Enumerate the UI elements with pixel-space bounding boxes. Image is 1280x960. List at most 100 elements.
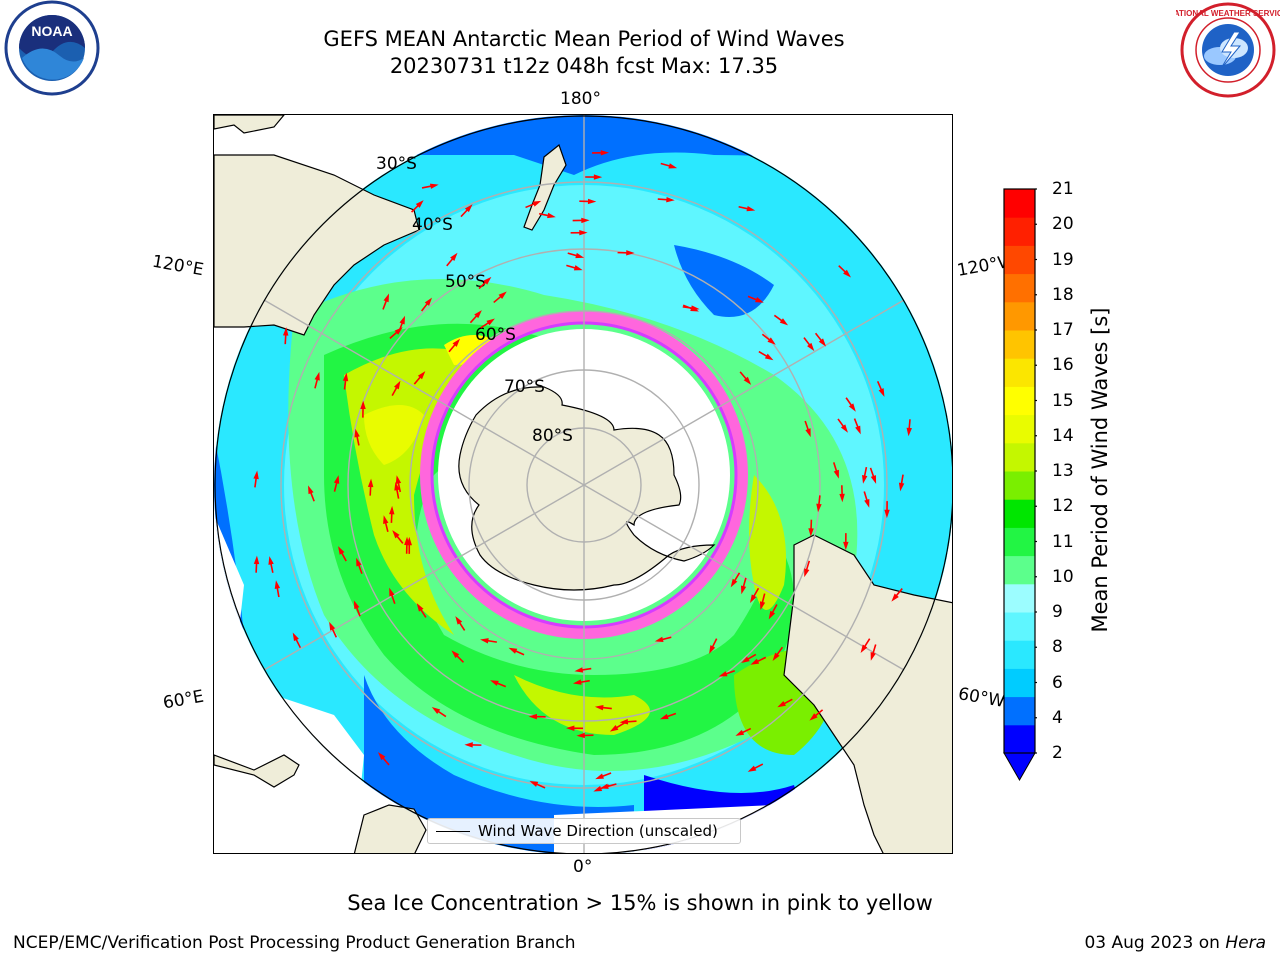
wind-wave-arrow-head [356, 557, 362, 567]
wind-wave-arrow-head [718, 671, 728, 677]
wind-wave-arrow-head [575, 252, 585, 259]
colorbar-tick-label: 10 [1052, 566, 1074, 587]
wind-wave-arrow-head [574, 667, 584, 673]
wind-wave-arrow-head [864, 498, 870, 508]
wind-wave-arrow-head [740, 585, 747, 595]
wind-wave-arrow-head [595, 773, 604, 780]
colorbar-tick-label: 6 [1052, 672, 1063, 693]
lon-label-60e: 60°E [161, 686, 206, 714]
wind-wave-arrow-head [480, 638, 489, 644]
sea-ice-note: Sea Ice Concentration > 15% is shown in … [347, 891, 933, 915]
lon-label-120e: 120°E [150, 251, 206, 281]
wind-wave-arrow-head [741, 656, 750, 664]
colorbar-segment [1004, 217, 1035, 246]
wind-wave-arrow-head [581, 217, 590, 224]
wind-wave-arrow-head [274, 580, 281, 589]
colorbar-tick-label: 16 [1052, 355, 1074, 376]
colorbar-tick-label: 15 [1052, 390, 1074, 411]
footer-date-text: 03 Aug 2023 on [1084, 933, 1220, 953]
wind-wave-arrow-head [779, 318, 789, 326]
wind-wave-arrow-head [743, 376, 752, 385]
wind-wave-arrow-head [593, 785, 603, 792]
wind-wave-arrow-head [342, 372, 349, 382]
colorbar-tick-label: 11 [1052, 531, 1074, 552]
lat-label-70s: 70°S [504, 377, 545, 397]
colorbar-segment [1004, 301, 1035, 331]
wind-wave-arrow-head [668, 163, 678, 169]
wind-wave-arrow-head [498, 291, 507, 299]
wind-wave-arrow-head [839, 493, 845, 503]
colorbar-segment [1004, 358, 1035, 387]
wind-wave-arrow-head [383, 293, 390, 303]
wind-wave-arrow-head [768, 610, 776, 620]
noaa-logo-text: NOAA [31, 23, 72, 39]
wind-wave-arrow-head [474, 310, 482, 319]
wind-wave-arrow-head [626, 250, 635, 256]
wind-wave-arrow-head [805, 428, 811, 438]
wind-wave-arrow-head [579, 229, 588, 236]
colorbar-segment [1004, 499, 1035, 528]
wind-wave-arrow-head [566, 725, 575, 731]
wind-wave-arrow-head [870, 652, 876, 661]
lat-label-50s: 50°S [445, 272, 486, 292]
land-antarctica [458, 386, 716, 591]
wind-wave-arrow-head [528, 713, 538, 720]
colorbar-segment [1004, 583, 1035, 613]
colorbar-tick-label: 8 [1052, 637, 1063, 658]
wind-wave-arrow-head [777, 700, 786, 708]
wind-wave-arrow-head [455, 616, 463, 625]
wind-wave-arrow-head [367, 478, 374, 488]
wind-wave-arrow-head [486, 318, 495, 326]
colorbar-segment [1004, 386, 1035, 416]
wind-wave-arrow-head [666, 196, 675, 203]
colorbar-tick-label: 2 [1052, 743, 1063, 763]
wind-wave-arrow-head [547, 212, 556, 219]
wind-wave-arrow-head [392, 530, 400, 539]
wind-wave-arrow-head [415, 200, 424, 208]
wind-wave-arrow-head [764, 353, 774, 361]
wind-wave-arrow-head [389, 587, 395, 597]
colorbar-segment [1004, 612, 1035, 641]
colorbar-segment [1004, 330, 1035, 359]
wind-wave-arrow-head [464, 204, 473, 213]
graticule [214, 115, 952, 853]
colorbar-tick-label: 21 [1052, 179, 1074, 199]
wind-wave-arrow-head [690, 305, 699, 312]
colorbar-extend-arrow [1003, 752, 1036, 782]
wind-wave-arrow-head [282, 327, 289, 336]
noaa-logo: NOAA [4, 0, 100, 96]
colorbar-tick-label: 20 [1052, 214, 1074, 235]
wind-wave-arrow-head [884, 509, 890, 519]
wind-wave-arrow-head [360, 400, 366, 410]
wind-wave-arrows [253, 150, 912, 792]
wind-wave-arrow-head [395, 475, 402, 485]
wind-wave-arrow-head [464, 742, 473, 748]
wind-wave-arrow-head [377, 752, 386, 761]
colorbar-segment [1004, 245, 1035, 275]
colorbar-segment [1004, 724, 1035, 754]
wind-wave-arrow-head [898, 482, 905, 492]
colorbar-tick-label: 17 [1052, 320, 1074, 340]
wind-wave-arrow-head [389, 505, 395, 515]
land-australia [214, 115, 285, 134]
wind-wave-arrow-head [755, 297, 764, 303]
map-canvas: 30°S 40°S 50°S 60°S 70°S 80°S [214, 115, 952, 853]
wind-wave-arrow-head [572, 679, 582, 685]
wind-wave-arrow-head [490, 680, 499, 686]
wind-wave-arrow-head [816, 503, 822, 513]
wind-wave-arrow-head [308, 485, 314, 495]
wind-wave-arrow-head [529, 780, 539, 787]
colorbar-segment [1004, 189, 1035, 218]
wind-wave-arrow-head [878, 388, 885, 397]
wind-wave-arrow-head [759, 601, 766, 611]
land-madagascar [353, 804, 427, 853]
chart-subtitle: 20230731 t12z 048h fcst Max: 17.35 [389, 54, 779, 78]
wind-wave-arrow-head [417, 371, 426, 380]
colorbar-segment [1004, 414, 1035, 444]
colorbar-segment [1004, 527, 1035, 557]
wind-wave-arrow-head [730, 578, 738, 588]
wind-wave-arrow-head [619, 719, 629, 725]
colorbar-segment [1004, 555, 1035, 585]
colorbar-tick-label: 4 [1052, 707, 1063, 728]
wind-wave-arrow-head [772, 652, 780, 662]
